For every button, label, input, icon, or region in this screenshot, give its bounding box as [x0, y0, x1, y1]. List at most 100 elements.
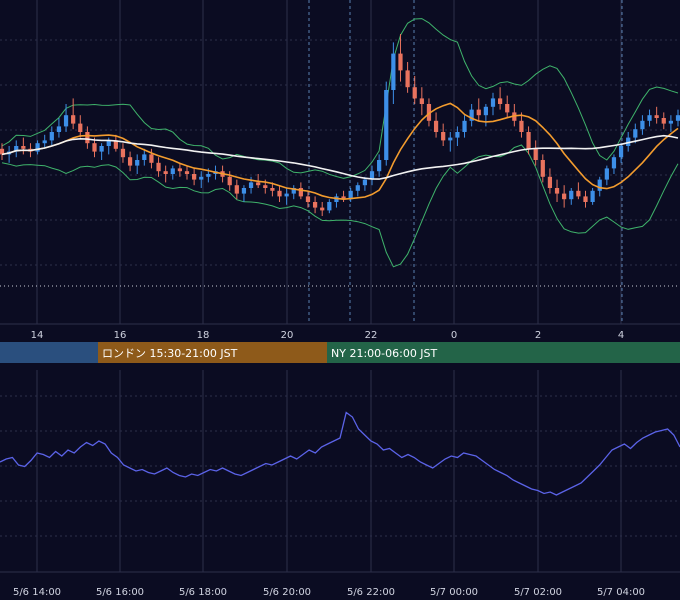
candle-body — [583, 196, 588, 202]
candle-body — [63, 115, 69, 127]
candle-body — [56, 126, 62, 132]
candle-body — [227, 176, 232, 186]
oscillator-x-tick-label: 5/7 02:00 — [514, 587, 562, 598]
candle-body — [654, 115, 659, 118]
oscillator-panel[interactable] — [0, 370, 680, 572]
candle-body — [135, 160, 140, 166]
candle-body — [35, 143, 40, 152]
session-label: NY 21:00-06:00 JST — [331, 347, 438, 360]
candle-body — [519, 120, 524, 132]
oscillator-x-tick-label: 5/6 20:00 — [263, 587, 311, 598]
candle-body — [377, 160, 382, 172]
candle-body — [298, 188, 303, 197]
candle-body — [327, 202, 332, 211]
moving-average-long-line — [1, 134, 679, 180]
candle-body — [640, 120, 645, 130]
candle-body — [106, 140, 111, 146]
candle-body — [291, 188, 296, 194]
candle-body — [576, 190, 581, 197]
session-bar: ロンドン 15:30-21:00 JST NY 21:00-06:00 JST — [0, 342, 680, 363]
price-x-tick-label: 18 — [197, 330, 210, 341]
candle-body — [156, 162, 161, 172]
candle-body — [426, 104, 432, 121]
candle-body — [611, 157, 617, 169]
session-label: ロンドン 15:30-21:00 JST — [102, 347, 238, 360]
oscillator-x-tick-label: 5/6 14:00 — [13, 587, 61, 598]
candle-body — [419, 98, 424, 104]
price-x-tick-label: 14 — [31, 330, 44, 341]
candle-body — [362, 179, 368, 186]
candle-body — [206, 174, 211, 177]
candle-body — [490, 98, 496, 107]
candle-body — [661, 118, 666, 124]
candle-body — [384, 90, 389, 160]
price-x-tick-label: 20 — [281, 330, 294, 341]
oscillator-x-tick-label: 5/6 22:00 — [347, 587, 395, 598]
candle-body — [270, 188, 275, 191]
bollinger-lower-line — [1, 144, 679, 268]
candle-body — [483, 106, 488, 116]
candle-body — [142, 154, 147, 160]
candle-body — [341, 196, 346, 200]
price-panel[interactable] — [0, 0, 680, 324]
candle-body — [433, 120, 439, 132]
candle-body — [199, 176, 204, 180]
candle-body — [113, 140, 118, 149]
candle-body — [263, 185, 268, 188]
oscillator-x-tick-label: 5/6 16:00 — [96, 587, 144, 598]
candle-body — [405, 70, 410, 88]
candle-body — [469, 109, 474, 121]
candle-body — [184, 171, 190, 174]
candle-body — [533, 148, 538, 160]
candle-body — [85, 132, 90, 144]
candle-body — [248, 182, 254, 188]
candle-body — [626, 137, 631, 146]
candle-body — [618, 146, 624, 158]
candle-body — [99, 146, 104, 152]
candle-body — [277, 190, 282, 197]
candle-body — [320, 207, 325, 211]
price-x-tick-label: 2 — [535, 330, 541, 341]
candle-body — [391, 53, 396, 90]
moving-average-short-line — [1, 102, 679, 201]
candle-body — [192, 174, 197, 180]
candle-body — [668, 120, 673, 124]
candle-body — [163, 171, 168, 174]
candle-body — [476, 109, 481, 116]
candle-body — [398, 53, 403, 71]
bollinger-upper-line — [1, 18, 679, 179]
candle-body — [120, 148, 126, 158]
candle-body — [590, 190, 595, 202]
candle-body — [597, 179, 602, 191]
candle-body — [441, 132, 446, 141]
candle-body — [604, 168, 609, 180]
candle-body — [49, 132, 54, 141]
session-block — [327, 342, 680, 363]
candle-body — [455, 132, 460, 138]
candle-body — [505, 104, 510, 113]
candle-body — [92, 143, 97, 152]
oscillator-x-tick-label: 5/6 18:00 — [179, 587, 227, 598]
candle-body — [569, 190, 574, 200]
candle-body — [256, 182, 261, 186]
candle-body — [234, 185, 239, 194]
candle-body — [526, 132, 531, 149]
candle-body — [42, 140, 47, 144]
session-block — [98, 342, 327, 363]
candle-body — [0, 148, 5, 155]
candle-body — [448, 137, 453, 141]
candle-body — [127, 157, 133, 166]
candle-body — [355, 185, 360, 191]
candle-body — [305, 196, 311, 202]
candle-body — [284, 193, 289, 197]
candle-body — [497, 98, 503, 104]
candle-body — [540, 160, 545, 177]
candle-body — [633, 129, 638, 138]
candle-body — [14, 146, 19, 152]
candle-body — [21, 146, 26, 149]
price-x-tick-label: 0 — [451, 330, 457, 341]
session-block — [0, 342, 98, 363]
candle-body — [312, 202, 318, 208]
